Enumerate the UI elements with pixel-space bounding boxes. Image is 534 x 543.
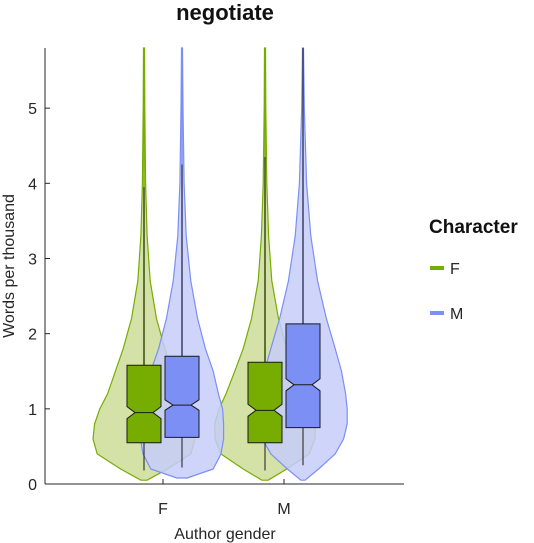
y-tick-label: 3 — [28, 251, 37, 268]
y-tick-label: 1 — [28, 402, 37, 419]
x-axis-label: Author gender — [174, 526, 276, 543]
box-f-f — [126, 364, 162, 444]
box-f-m — [247, 361, 283, 444]
x-tick-label: M — [277, 501, 290, 518]
box-m-f — [164, 355, 200, 438]
y-tick-label: 2 — [28, 327, 37, 344]
y-tick-label: 5 — [28, 101, 37, 118]
y-tick-label: 4 — [28, 176, 37, 193]
chart-title: negotiate — [176, 0, 274, 25]
legend-label-f: F — [450, 261, 460, 278]
legend-title: Character — [429, 217, 518, 238]
legend-label-m: M — [450, 306, 463, 323]
y-tick-label: 0 — [28, 477, 37, 494]
axes: 0 1 2 3 4 5 F M — [28, 48, 404, 518]
y-axis-label: Words per thousand — [1, 194, 18, 338]
box-m-m — [285, 323, 321, 429]
legend: Character F M — [429, 217, 518, 323]
plot-area — [92, 47, 348, 481]
x-tick-label: F — [158, 501, 168, 518]
